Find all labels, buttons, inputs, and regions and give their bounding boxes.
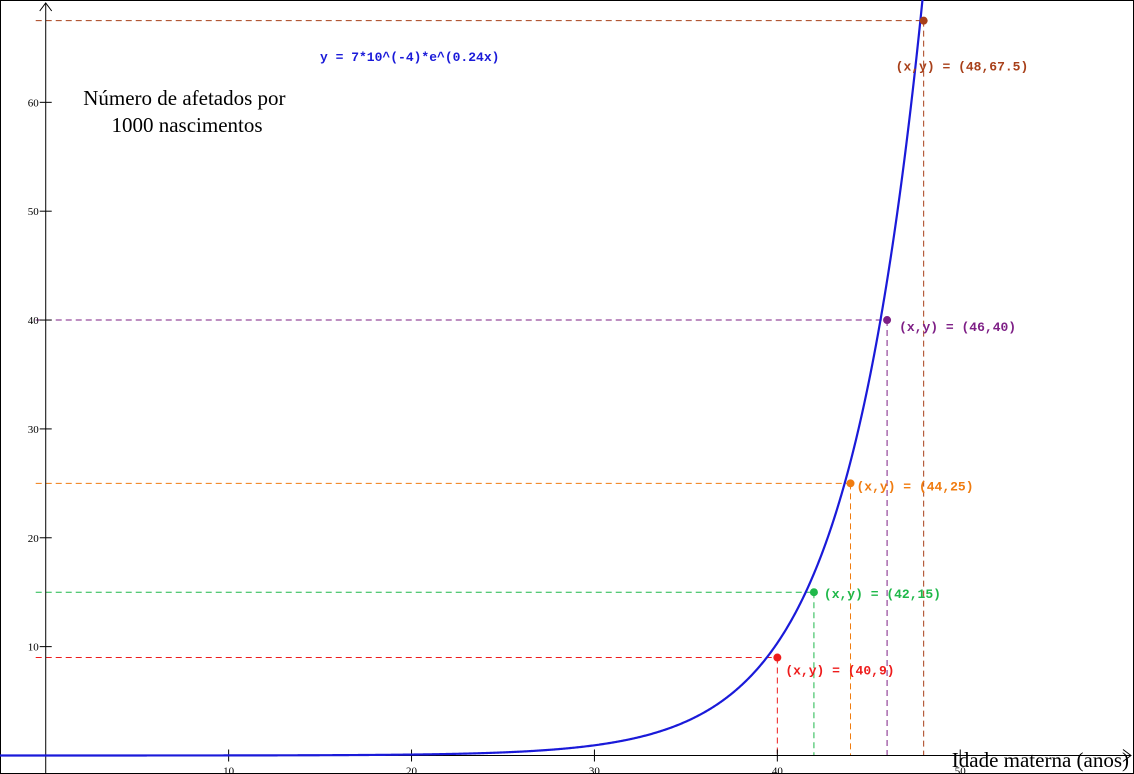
- data-point: [846, 479, 855, 488]
- data-point: [883, 316, 892, 325]
- ticks-layer: 10 20 30 40 50 10 20 30 40 50 60: [28, 97, 967, 774]
- data-point-label: (x,y) = (48,67.5): [896, 60, 1029, 75]
- x-tick-label: 40: [772, 765, 784, 774]
- data-point-label: (x,y) = (40,9): [785, 664, 894, 679]
- x-axis-arrow: [1122, 749, 1132, 762]
- x-tick-label: 30: [589, 765, 601, 774]
- exponential-curve: [0, 0, 924, 757]
- data-point: [919, 16, 928, 25]
- points-layer: (x,y) = (40,9) (x,y) = (42,15) (x,y) = (44…: [773, 16, 1029, 679]
- data-point: [809, 588, 818, 597]
- x-tick-label: 20: [406, 765, 418, 774]
- x-tick-label: 10: [223, 765, 235, 774]
- y-axis-title-line-1: Número de afetados por: [83, 86, 285, 110]
- y-axis-title: Número de afetados por 1000 nascimentos: [83, 86, 291, 137]
- curve-layer: [0, 0, 924, 757]
- y-axis-arrow: [39, 2, 53, 12]
- y-tick-label: 10: [28, 642, 40, 654]
- data-point-label: (x,y) = (46,40): [899, 320, 1016, 335]
- x-axis-title: Idade materna (anos): [952, 748, 1129, 772]
- data-point: [773, 653, 782, 662]
- y-tick-label: 50: [28, 206, 40, 218]
- y-axis-title-line-2: 1000 nascimentos: [111, 113, 262, 137]
- x-tick-label: 50: [955, 765, 967, 774]
- y-tick-label: 60: [28, 97, 40, 109]
- y-tick-label: 20: [28, 533, 40, 545]
- equation-label: y = 7*10^(-4)*e^(0.24x): [320, 50, 499, 65]
- data-point-label: (x,y) = (42,15): [824, 587, 941, 602]
- y-tick-label: 40: [28, 315, 40, 327]
- data-point-label: (x,y) = (44,25): [857, 479, 974, 494]
- guide-lines-layer: [35, 20, 925, 756]
- y-tick-label: 30: [28, 424, 40, 436]
